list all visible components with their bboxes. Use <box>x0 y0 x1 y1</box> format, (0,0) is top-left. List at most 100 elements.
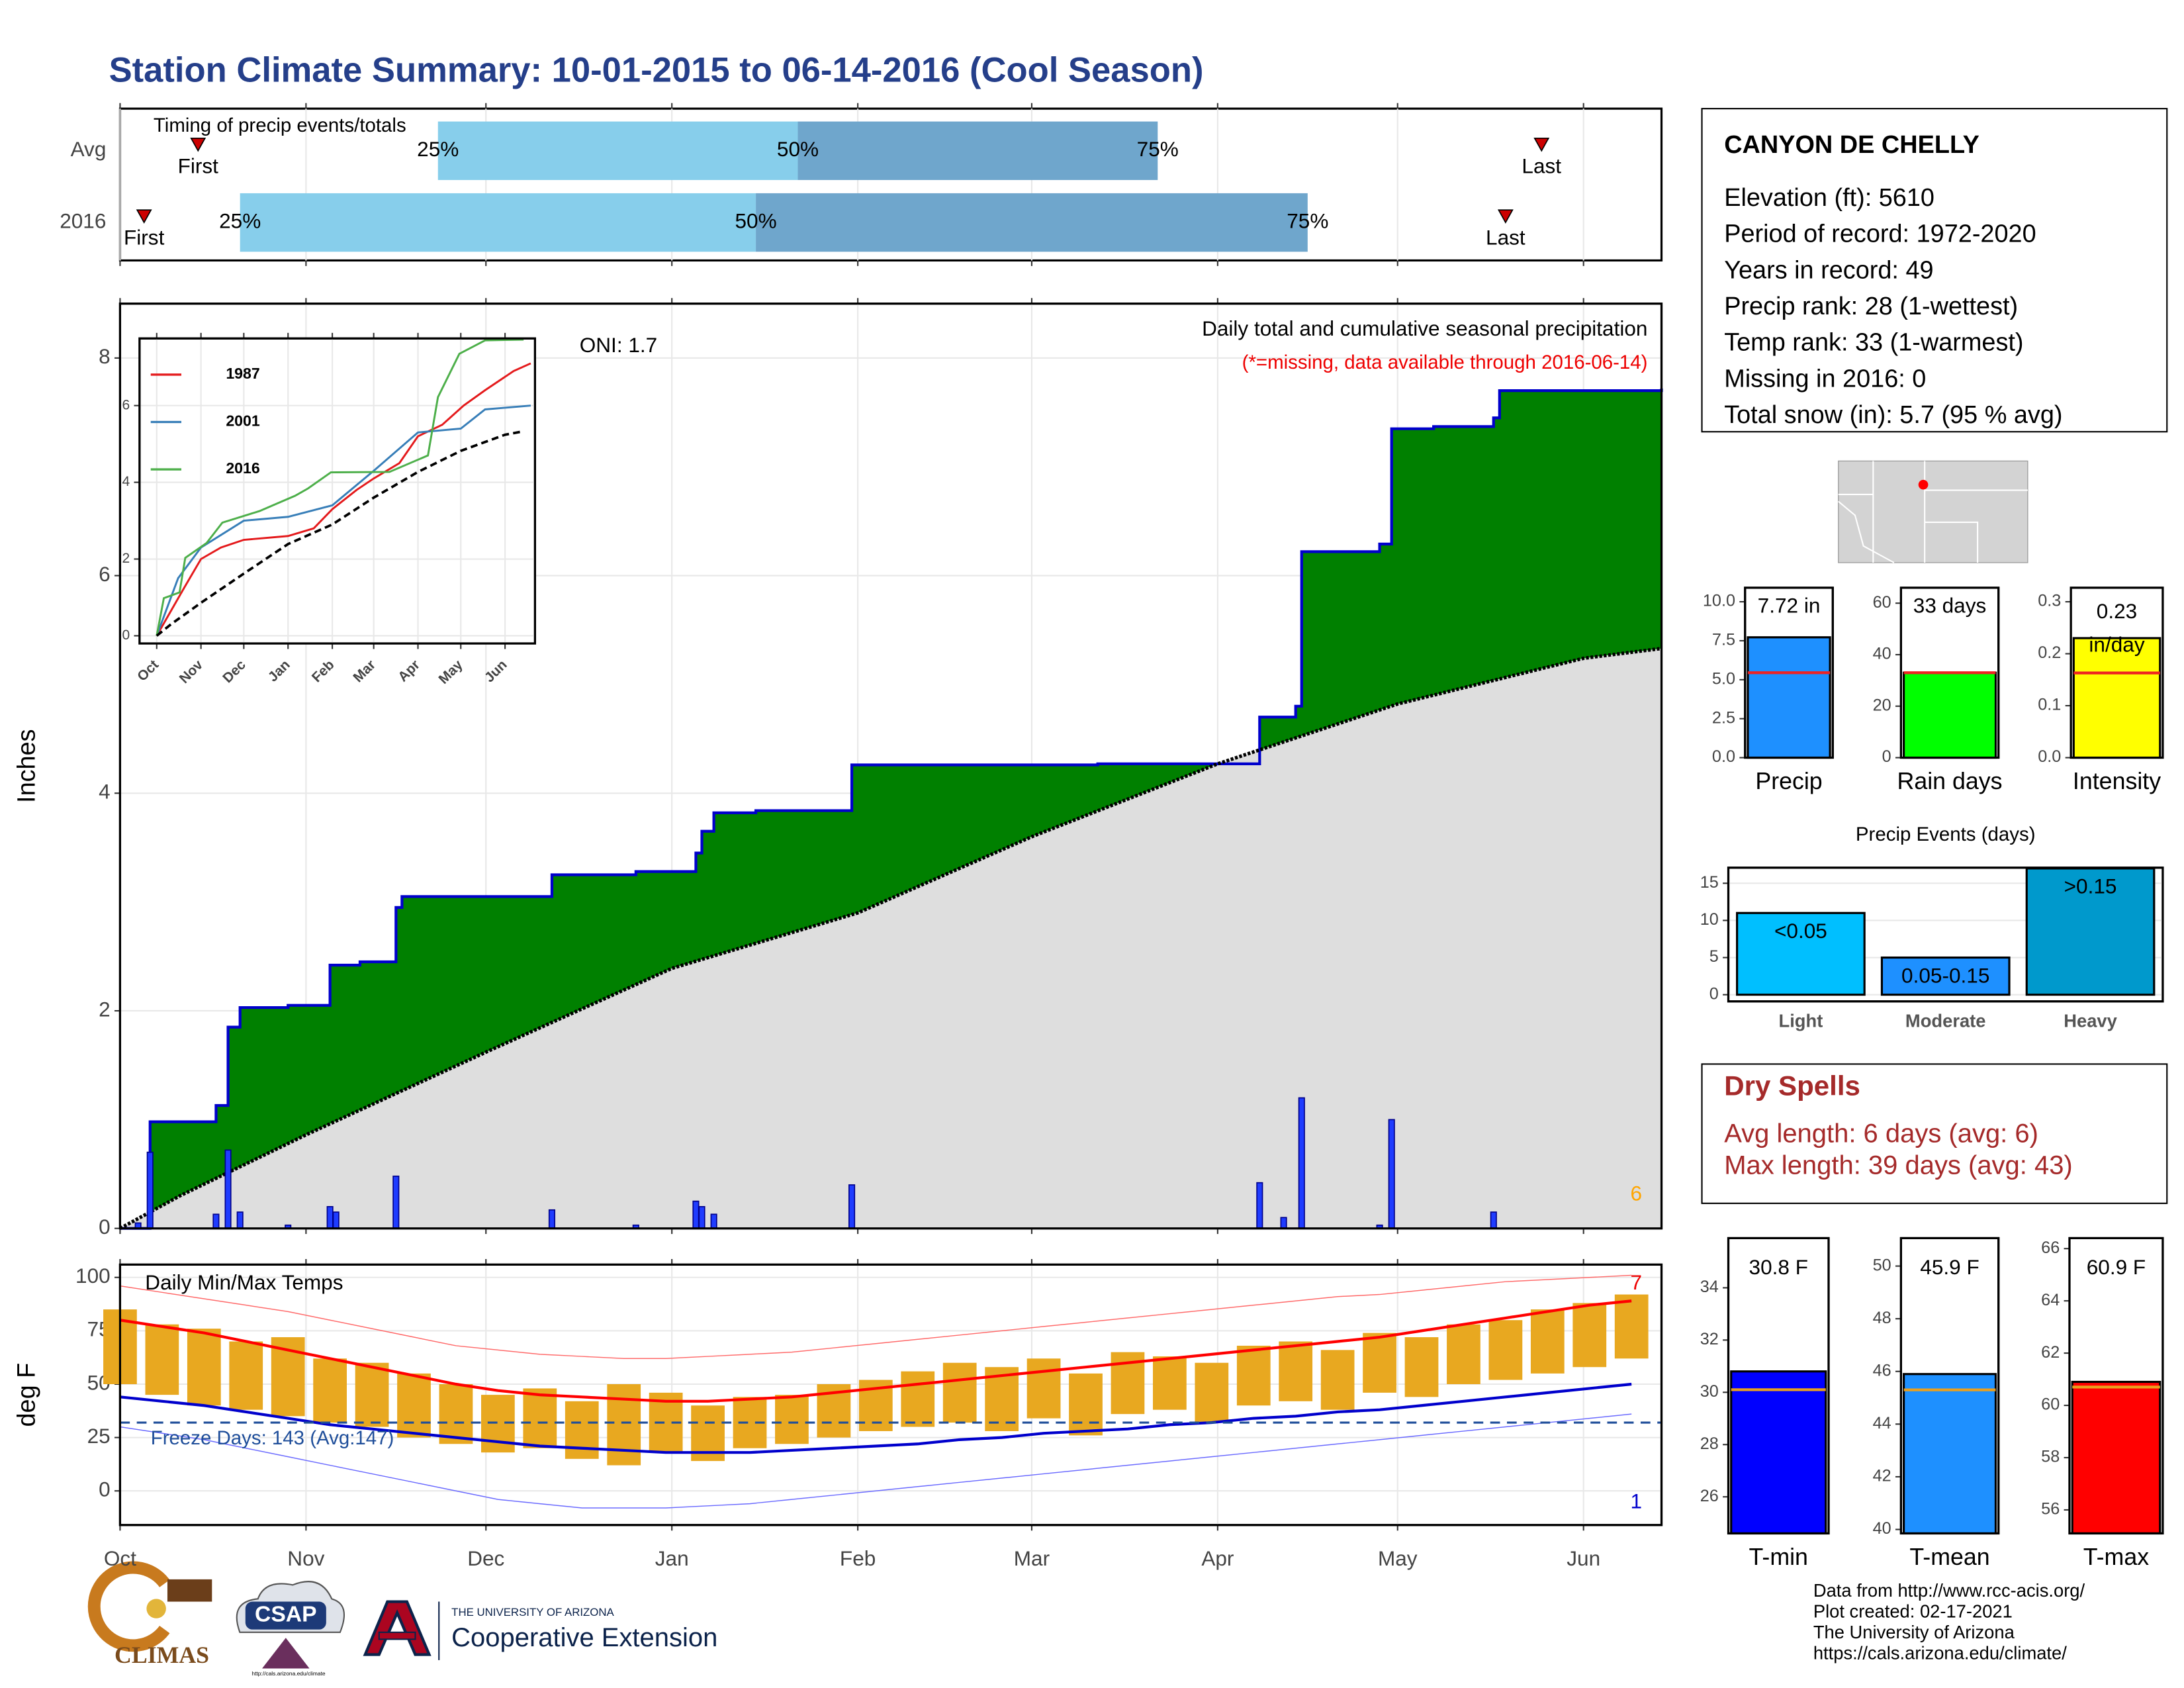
y-tick-label: 30 <box>1700 1382 1719 1401</box>
station-line: Total snow (in): 5.7 (95 % avg) <box>1724 401 2062 429</box>
y-tick-label: 0.3 <box>2038 592 2061 610</box>
y-tick-label: 4 <box>99 780 111 804</box>
unit-label: in/day <box>2089 633 2144 657</box>
timing-bar <box>437 121 798 180</box>
x-tick-label: Nov <box>287 1546 324 1570</box>
station-line: Missing in 2016: 0 <box>1724 365 1926 393</box>
x-tick-label: May <box>1378 1546 1418 1570</box>
temp-range-bar <box>187 1329 221 1406</box>
plot-border <box>1899 1237 2000 1535</box>
legend-label: 2016 <box>226 459 260 477</box>
category-label: T-min <box>1749 1544 1808 1570</box>
oni-label: ONI: 1.7 <box>580 333 657 357</box>
y-tick-label: 8 <box>99 344 111 368</box>
timing-bar <box>240 193 756 252</box>
quartile-label: 25% <box>219 209 261 232</box>
value-label: 60.9 F <box>2087 1255 2146 1279</box>
quartile-label: 50% <box>735 209 776 232</box>
x-tick-label: Heavy <box>2064 1011 2117 1031</box>
panel-title: Precip Events (days) <box>1856 823 2036 845</box>
university-text: THE UNIVERSITY OF ARIZONA <box>451 1606 614 1618</box>
y-tick-label: 40 <box>1873 1519 1891 1538</box>
average-area <box>120 648 1662 1229</box>
series-line <box>156 362 531 637</box>
bar <box>1903 1373 1997 1535</box>
temp-line <box>120 1413 1632 1509</box>
y-tick-label: 62 <box>2041 1343 2060 1362</box>
value-label: 30.8 F <box>1749 1255 1808 1279</box>
temp-range-bar <box>775 1395 809 1444</box>
x-tick-label: Oct <box>104 1546 136 1570</box>
category-label: 2016 <box>60 209 106 232</box>
bar <box>2071 1380 2161 1535</box>
average-line <box>119 647 1662 1231</box>
y-tick-label: 60 <box>2041 1395 2060 1414</box>
freeze-days-label: Freeze Days: 143 (Avg:147) <box>151 1427 394 1449</box>
csap-url: http://cals.arizona.edu/climate <box>251 1670 326 1677</box>
y-tick-label: 10.0 <box>1703 592 1735 610</box>
footer-line: The University of Arizona <box>1813 1622 2015 1642</box>
y-tick-label: 34 <box>1700 1278 1719 1296</box>
value-label: 45.9 F <box>1920 1255 1979 1279</box>
temp-line <box>120 1299 1632 1403</box>
y-tick-label: 40 <box>1873 645 1891 663</box>
temp-range-bar <box>229 1341 263 1410</box>
bar <box>2025 867 2156 996</box>
y-tick-label: 0 <box>122 628 130 643</box>
temp-range-bar <box>942 1362 977 1423</box>
page-title: Station Climate Summary: 10-01-2015 to 0… <box>109 50 1204 89</box>
category-label: Precip <box>1755 768 1822 794</box>
daily-precip-bar <box>212 1213 220 1229</box>
cold-count: 1 <box>1631 1489 1643 1513</box>
plot-border <box>118 1263 1663 1526</box>
y-tick-label: 42 <box>1873 1467 1891 1485</box>
y-tick-label: 0.1 <box>2038 696 2061 714</box>
daily-precip-bar <box>848 1184 856 1229</box>
hot-count: 7 <box>1631 1270 1643 1294</box>
temp-line <box>120 1274 1632 1360</box>
temp-range-bar <box>1153 1356 1187 1410</box>
bar <box>1880 956 2011 996</box>
y-tick-label: 0.0 <box>2038 747 2061 766</box>
y-tick-label: 6 <box>99 562 111 586</box>
temp-line <box>120 1382 1632 1454</box>
temp-range-bar <box>1530 1309 1565 1374</box>
category-label: T-mean <box>1909 1544 1989 1570</box>
y-tick-label: 0.2 <box>2038 643 2061 662</box>
temp-range-bar <box>901 1371 935 1427</box>
series-line <box>156 404 531 636</box>
y-tick-label: 0 <box>99 1215 111 1239</box>
plot-border <box>1727 1237 1830 1535</box>
quartile-label: 25% <box>417 137 459 161</box>
x-tick-label: Mar <box>1014 1546 1050 1570</box>
y-tick-label: 66 <box>2041 1239 2060 1257</box>
quartile-label: 75% <box>1137 137 1179 161</box>
y-tick-label: 60 <box>1873 593 1891 612</box>
cumulative-line <box>120 388 1663 1230</box>
x-tick-label: Light <box>1779 1011 1823 1031</box>
csap-logo: CSAP http://cals.arizona.edu/climate <box>236 1581 345 1677</box>
quartile-label: 75% <box>1287 209 1328 232</box>
temp-range-bar <box>1069 1373 1103 1436</box>
ua-logo: THE UNIVERSITY OF ARIZONA Cooperative Ex… <box>363 1600 717 1660</box>
timing-marker <box>1533 137 1550 152</box>
footer-line: Data from http://www.rcc-acis.org/ <box>1813 1580 2085 1601</box>
y-tick-label: 44 <box>1873 1414 1891 1432</box>
x-tick-label: Jan <box>655 1546 689 1570</box>
climas-text: CLIMAS <box>114 1642 209 1668</box>
y-tick-label: 64 <box>2041 1291 2060 1309</box>
temp-range-bar <box>355 1362 389 1427</box>
timing-bar <box>797 121 1158 180</box>
temp-range-bar <box>313 1358 347 1423</box>
y-tick-label: 4 <box>122 474 130 489</box>
y-tick-label: 5 <box>1709 947 1719 966</box>
y-tick-label: 2.5 <box>1712 708 1735 727</box>
daily-precip-bar <box>548 1209 555 1229</box>
extension-text: Cooperative Extension <box>451 1623 717 1652</box>
temp-range-bar <box>1404 1337 1439 1397</box>
temp-range-bar <box>1026 1358 1061 1419</box>
y-tick-label: 28 <box>1700 1434 1719 1453</box>
y-tick-label: 2 <box>99 997 111 1021</box>
temp-range-bar <box>1614 1294 1649 1359</box>
